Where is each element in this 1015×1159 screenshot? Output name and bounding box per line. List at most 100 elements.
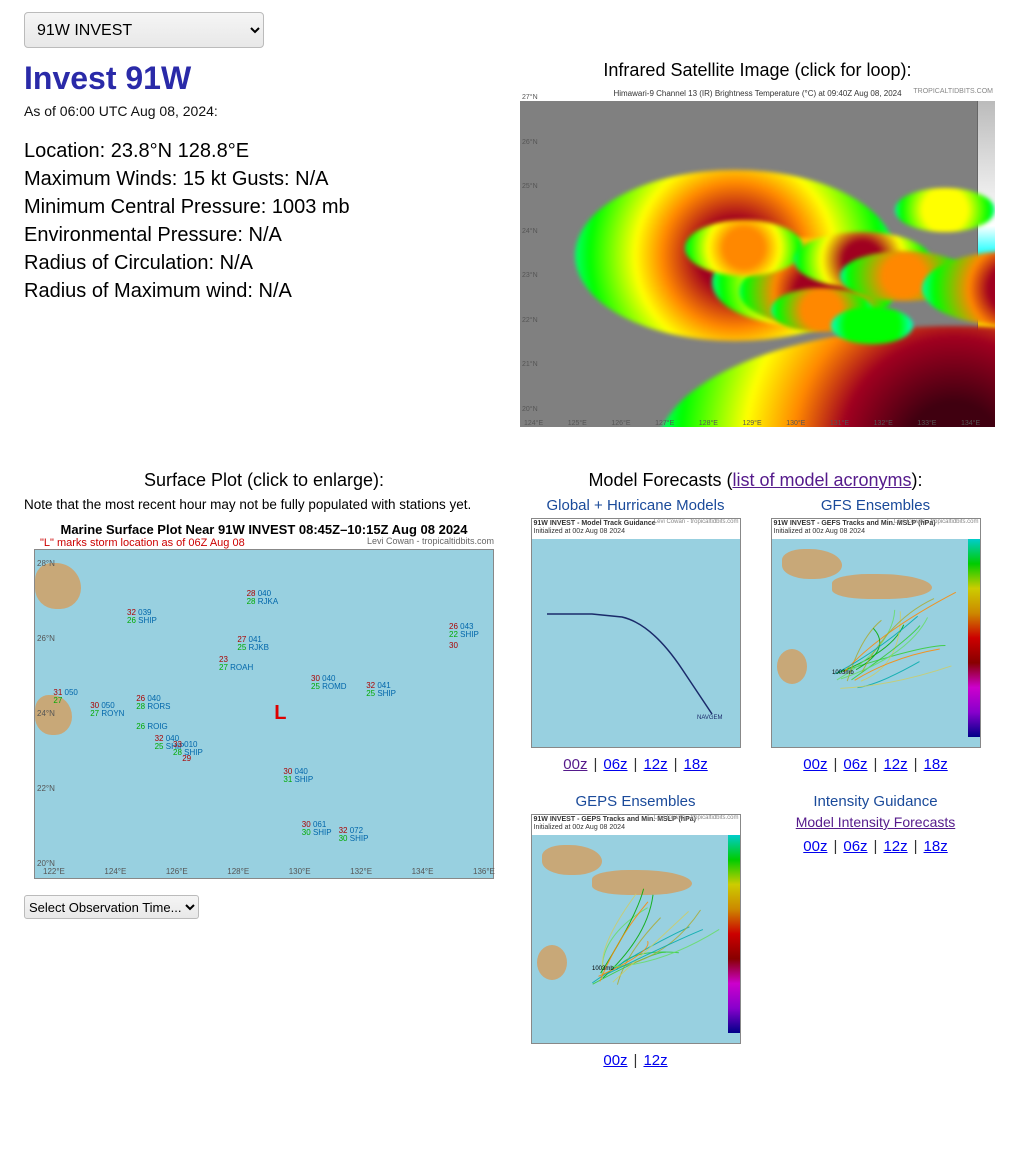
surf-xtick: 134°E [412, 867, 434, 876]
sat-xtick: 125°E [568, 420, 587, 427]
sat-xtick: 129°E [743, 420, 762, 427]
stat-pressure: Minimum Central Pressure: 1003 mb [24, 193, 504, 221]
model-track-image[interactable]: 91W INVEST - Model Track GuidanceInitial… [531, 518, 741, 748]
run-links: 00z|12z [531, 1052, 741, 1069]
sat-xtick: 126°E [611, 420, 630, 427]
observation-time-selector[interactable]: Select Observation Time... [24, 895, 199, 919]
surface-map[interactable]: L 32 03926 SHIP28 04028 RJKA27 04125 RJK… [34, 549, 494, 879]
sat-xtick: 128°E [699, 420, 718, 427]
intensity-title: Intensity Guidance [771, 793, 981, 810]
asof-text: As of 06:00 UTC Aug 08, 2024: [24, 103, 504, 119]
station-plot: 32 04125 SHIP [366, 682, 396, 698]
surf-ytick: 28°N [37, 559, 55, 568]
surface-title: Surface Plot (click to enlarge): [24, 470, 504, 491]
model-track-image[interactable]: 91W INVEST - GEPS Tracks and Min. MSLP (… [531, 814, 741, 1044]
page-title: Invest 91W [24, 60, 504, 97]
surf-xtick: 122°E [43, 867, 65, 876]
svg-text:NAVGEM: NAVGEM [697, 715, 723, 721]
separator: | [587, 756, 603, 773]
storm-L-marker: L [274, 702, 286, 725]
station-plot: 26 04322 SHIP [449, 623, 479, 639]
separator: | [628, 756, 644, 773]
satellite-cloud [685, 220, 804, 276]
satellite-cloud [657, 326, 995, 427]
storm-selector[interactable]: 91W INVEST [24, 12, 264, 48]
run-link-00z[interactable]: 00z [803, 756, 827, 773]
station-plot: 26 04028 RORS [136, 695, 170, 711]
surf-ytick: 24°N [37, 709, 55, 718]
sat-ytick: 21°N [522, 361, 538, 368]
surface-note: Note that the most recent hour may not b… [24, 497, 504, 512]
surf-xtick: 132°E [350, 867, 372, 876]
model-panel: GEPS Ensembles91W INVEST - GEPS Tracks a… [531, 793, 741, 1069]
surf-xtick: 130°E [289, 867, 311, 876]
run-link-12z[interactable]: 12z [643, 1052, 667, 1069]
station-plot: 32 07230 SHIP [339, 827, 369, 843]
surface-map-title: Marine Surface Plot Near 91W INVEST 08:4… [24, 522, 504, 537]
run-link-12z[interactable]: 12z [883, 756, 907, 773]
surf-ytick: 20°N [37, 859, 55, 868]
intensity-run-link-12z[interactable]: 12z [883, 838, 907, 855]
model-title-post: ): [912, 470, 923, 490]
separator: | [827, 838, 843, 855]
sat-xtick: 132°E [874, 420, 893, 427]
satellite-title: Infrared Satellite Image (click for loop… [520, 60, 995, 81]
run-link-00z[interactable]: 00z [563, 756, 587, 773]
station-plot: 30 06130 SHIP [302, 821, 332, 837]
run-link-12z[interactable]: 12z [643, 756, 667, 773]
station-plot: 30 [449, 642, 458, 650]
land-mass [35, 563, 81, 609]
sat-xtick: 133°E [917, 420, 936, 427]
sat-ytick: 22°N [522, 317, 538, 324]
model-track-image[interactable]: 91W INVEST - GEFS Tracks and Min. MSLP (… [771, 518, 981, 748]
run-link-06z[interactable]: 06z [843, 756, 867, 773]
sat-xtick: 124°E [524, 420, 543, 427]
intensity-run-link-18z[interactable]: 18z [924, 838, 948, 855]
run-link-18z[interactable]: 18z [924, 756, 948, 773]
intensity-run-link-06z[interactable]: 06z [843, 838, 867, 855]
run-link-18z[interactable]: 18z [684, 756, 708, 773]
intensity-run-links: 00z|06z|12z|18z [771, 838, 981, 855]
separator: | [908, 838, 924, 855]
run-links: 00z|06z|12z|18z [771, 756, 981, 773]
sat-ytick: 27°N [522, 94, 538, 101]
sat-xtick: 127°E [655, 420, 674, 427]
satellite-image[interactable]: Himawari-9 Channel 13 (IR) Brightness Te… [520, 87, 995, 427]
run-link-00z[interactable]: 00z [603, 1052, 627, 1069]
stat-env: Environmental Pressure: N/A [24, 221, 504, 249]
sat-ytick: 26°N [522, 139, 538, 146]
sat-xtick: 134°E [961, 420, 980, 427]
svg-text:1003mb: 1003mb [592, 966, 614, 972]
separator: | [908, 756, 924, 773]
run-link-06z[interactable]: 06z [603, 756, 627, 773]
stat-location: Location: 23.8°N 128.8°E [24, 137, 504, 165]
separator: | [868, 756, 884, 773]
station-plot: 30 04025 ROMD [311, 675, 347, 691]
separator: | [668, 756, 684, 773]
surf-xtick: 136°E [473, 867, 495, 876]
station-plot: 26 ROIG [136, 715, 168, 731]
separator: | [628, 1052, 644, 1069]
panel-title: GFS Ensembles [771, 497, 981, 514]
model-acronyms-link[interactable]: list of model acronyms [732, 470, 911, 490]
station-plot: 30 05027 ROYN [90, 702, 124, 718]
model-forecasts-title: Model Forecasts (list of model acronyms)… [520, 470, 991, 491]
intensity-forecasts-link[interactable]: Model Intensity Forecasts [796, 814, 956, 830]
svg-text:1003mb: 1003mb [832, 670, 854, 676]
surf-xtick: 124°E [104, 867, 126, 876]
intensity-panel: Intensity Guidance Model Intensity Foreca… [771, 793, 981, 1069]
satellite-brand: TROPICALTIDBITS.COM [911, 87, 995, 96]
stats-block: Location: 23.8°N 128.8°E Maximum Winds: … [24, 137, 504, 305]
stat-rmw: Radius of Maximum wind: N/A [24, 277, 504, 305]
sat-ytick: 20°N [522, 406, 538, 413]
sat-ytick: 23°N [522, 272, 538, 279]
station-plot: 27 04125 RJKB [237, 636, 269, 652]
stat-winds: Maximum Winds: 15 kt Gusts: N/A [24, 165, 504, 193]
satellite-cloud [895, 188, 995, 232]
station-plot: 31 05027 [53, 689, 78, 705]
intensity-link-wrap: Model Intensity Forecasts [771, 814, 981, 830]
intensity-run-link-00z[interactable]: 00z [803, 838, 827, 855]
surf-xtick: 126°E [166, 867, 188, 876]
stat-roci: Radius of Circulation: N/A [24, 249, 504, 277]
panel-title: Global + Hurricane Models [531, 497, 741, 514]
